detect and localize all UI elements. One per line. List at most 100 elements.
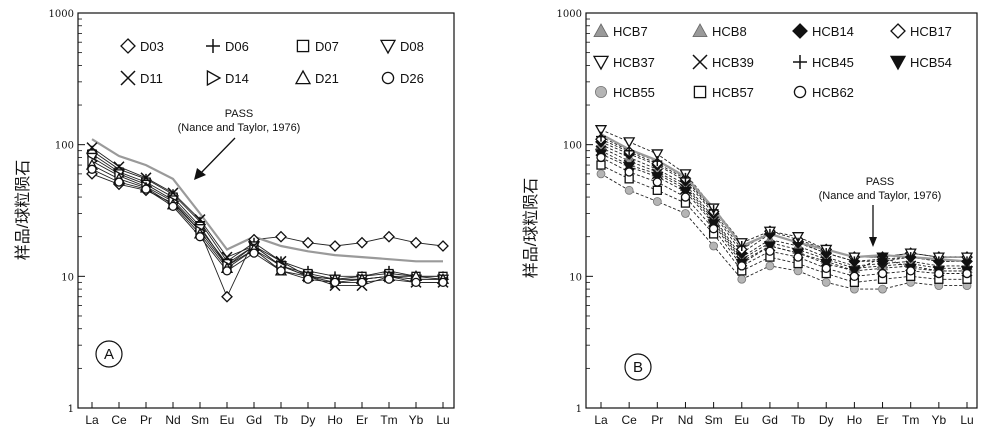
point-hcb55-la: [596, 169, 606, 179]
series-line-pass-a: [91, 138, 443, 263]
legend-label-hcb54: HCB54: [910, 55, 952, 70]
legend-marker-hcb14: [792, 23, 808, 39]
legend-label-hcb62: HCB62: [812, 85, 854, 100]
point-d26-ho: [330, 277, 340, 288]
point-d11-eu: [221, 251, 233, 263]
x-tick-label-eu-a: Eu: [220, 413, 235, 427]
x-tick-label-er-b: Er: [877, 413, 889, 427]
x-tick-label-tm-a: Tm: [380, 413, 397, 427]
point-d26-tm: [384, 274, 394, 284]
point-hcb55-ce: [624, 185, 634, 195]
point-hcb62-lu: [962, 268, 972, 279]
legend-marker-hcb8: [692, 23, 708, 37]
legend-marker-d26: [381, 71, 395, 85]
series-line-hcb57-b: [600, 164, 967, 283]
legend-marker-hcb57: [693, 85, 707, 99]
series-line-hcb62-b: [600, 157, 967, 277]
point-hcb62-yb: [934, 268, 944, 279]
legend-label-hcb17: HCB17: [910, 24, 952, 39]
point-hcb54-ho: [848, 266, 861, 278]
point-hcb54-gd: [763, 241, 777, 253]
point-d26-er: [357, 277, 367, 288]
point-hcb45-la: [596, 131, 606, 142]
x-tick-label-yb-a: Yb: [409, 413, 424, 427]
y-tick-label-b: 10: [569, 272, 582, 283]
axes-a: 1 10 100 1000 La Ce Pr Nd Sm Eu Gd Tb Dy Ho Er Tm Yb Lu: [49, 9, 450, 427]
point-d26-eu: [222, 266, 232, 276]
x-tick-label-gd-a: Gd: [246, 413, 262, 427]
point-d26-dy: [303, 274, 313, 284]
y-axis-label-a: 样品/球粒陨石: [14, 160, 32, 260]
x-tick-label-dy-a: Dy: [301, 413, 316, 427]
point-hcb55-sm: [709, 241, 719, 251]
point-d11-sm: [194, 214, 206, 226]
legend-label-d03: D03: [140, 39, 164, 54]
point-hcb45-lu: [962, 256, 972, 267]
y-tick-label-b: 100: [563, 141, 582, 152]
legend-label-hcb14: HCB14: [812, 24, 854, 39]
point-d26-tb: [276, 266, 286, 276]
point-hcb62-gd: [765, 246, 775, 256]
y-tick-label-a: 10: [61, 272, 74, 283]
panel-a: 1 10 100 1000 La Ce Pr Nd Sm Eu Gd Tb Dy Ho Er Tm Yb Lu D…: [14, 9, 455, 427]
y-tick-label-a: 1: [68, 404, 74, 415]
point-d26-lu: [438, 277, 448, 288]
point-hcb55-gd: [765, 261, 775, 271]
point-hcb62-ce: [624, 167, 634, 177]
x-tick-label-tb-b: Tb: [791, 413, 805, 427]
point-d03-tm: [383, 230, 395, 243]
point-d11-pr: [140, 172, 152, 184]
point-hcb45-ho: [849, 256, 860, 267]
legend-marker-hcb54: [889, 55, 907, 71]
point-hcb45-tm: [905, 252, 916, 263]
point-hcb57-pr: [652, 185, 662, 195]
point-d26-yb: [411, 277, 421, 288]
point-hcb57-la: [596, 160, 606, 170]
panel-label-circle-b: [624, 353, 652, 381]
legend-label-d26: D26: [400, 71, 424, 86]
axes-b: 1 10 100 1000 La Ce Pr Nd Sm Eu Gd Tb Dy Ho Er Tm Yb Lu: [557, 9, 974, 427]
point-d11-ce: [113, 161, 125, 173]
legend-label-hcb55: HCB55: [613, 85, 655, 100]
legend-label-hcb8: HCB8: [712, 24, 747, 39]
point-hcb37-tb: [791, 232, 805, 244]
x-tick-label-er-a: Er: [356, 413, 368, 427]
y-tick-label-b: 1: [576, 404, 582, 415]
point-d11-la: [86, 142, 98, 154]
point-hcb62-la: [596, 152, 606, 163]
y-axis-label-b: 样品/球粒陨石: [522, 178, 540, 278]
x-tick-label-la-b: La: [594, 413, 608, 427]
point-hcb45-pr: [652, 156, 663, 167]
point-d26-nd: [168, 201, 178, 212]
x-tick-label-lu-b: Lu: [960, 413, 973, 427]
point-hcb55-nd: [681, 209, 690, 218]
point-hcb62-ho: [849, 271, 860, 281]
point-hcb45-nd: [680, 172, 691, 183]
plot-frame-b: [585, 12, 978, 409]
legend-label-d06: D06: [225, 39, 249, 54]
legend-marker-hcb17: [890, 23, 906, 39]
point-hcb37-la: [594, 125, 608, 137]
point-d03-tb: [275, 230, 287, 243]
point-hcb37-pr: [651, 149, 664, 161]
point-hcb45-eu: [736, 240, 747, 251]
point-hcb62-sm: [708, 224, 719, 234]
x-tick-label-nd-b: Nd: [678, 413, 693, 427]
point-d26-gd: [249, 248, 259, 258]
panel-label-circle-a: [95, 340, 123, 368]
pass-arrowhead: [194, 168, 206, 180]
x-tick-label-pr-a: Pr: [140, 413, 152, 427]
point-hcb55-eu: [737, 274, 747, 284]
point-hcb45-dy: [821, 248, 832, 259]
pass-arrow: [197, 137, 236, 177]
panel-b: 1 10 100 1000 La Ce Pr Nd Sm Eu Gd Tb Dy Ho Er Tm Yb Lu H…: [522, 9, 978, 427]
point-hcb54-er: [876, 252, 889, 264]
series-line-hcb7-b: [600, 144, 967, 267]
x-tick-label-nd-a: Nd: [165, 413, 180, 427]
series-line-d11-a: [91, 147, 443, 287]
x-tick-label-ho-b: Ho: [847, 413, 863, 427]
point-d03-dy: [302, 236, 314, 249]
x-tick-label-pr-b: Pr: [651, 413, 663, 427]
legend-marker-d08: [379, 39, 397, 55]
